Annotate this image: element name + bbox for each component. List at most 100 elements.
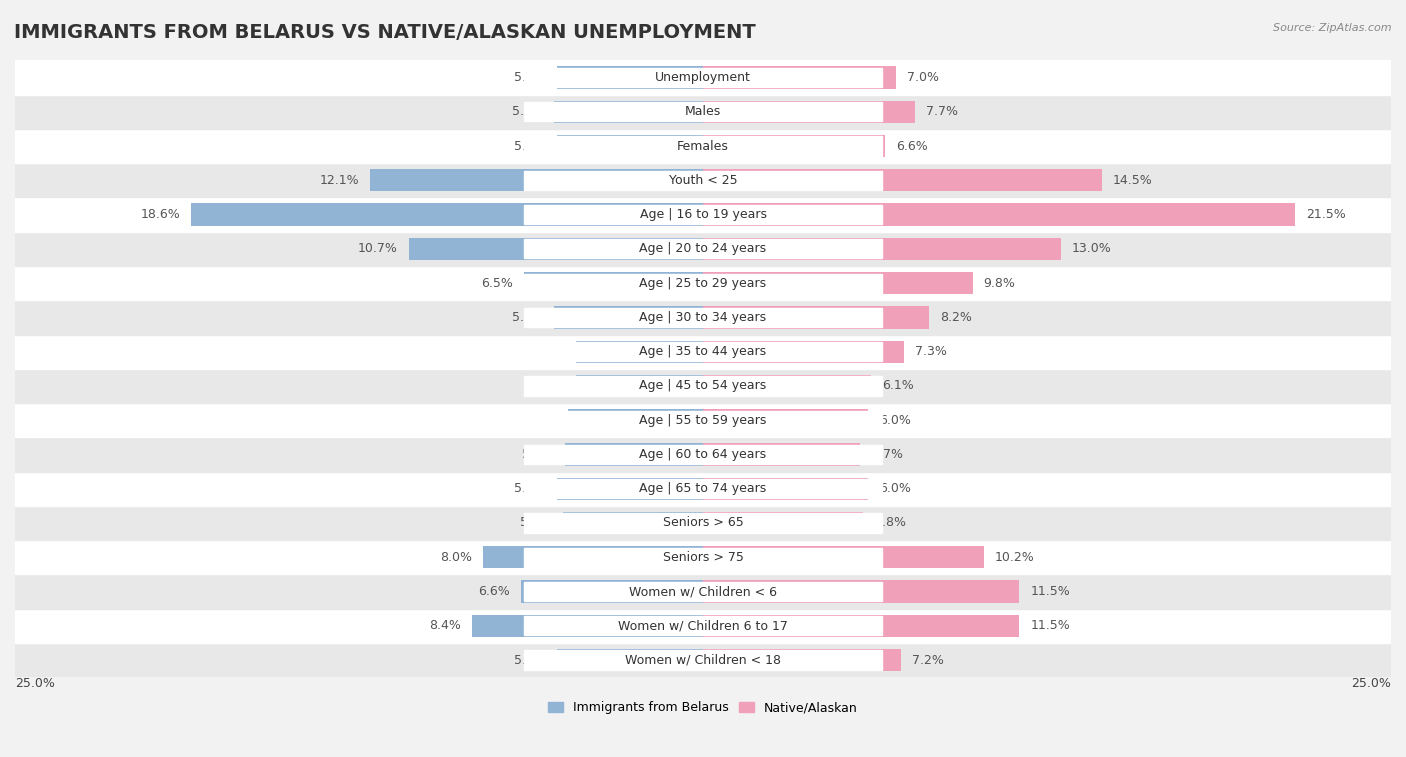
Bar	[191, 204, 703, 226]
Bar	[524, 445, 882, 464]
Text: 5.1%: 5.1%	[520, 516, 551, 529]
Text: 5.3%: 5.3%	[515, 139, 546, 153]
Text: 6.0%: 6.0%	[879, 413, 911, 427]
Text: 13.0%: 13.0%	[1071, 242, 1112, 255]
Bar	[524, 342, 882, 361]
Text: 5.3%: 5.3%	[515, 482, 546, 495]
Text: Age | 20 to 24 years: Age | 20 to 24 years	[640, 242, 766, 255]
Text: Age | 55 to 59 years: Age | 55 to 59 years	[640, 413, 766, 427]
Text: 11.5%: 11.5%	[1031, 585, 1070, 598]
Bar	[524, 272, 703, 294]
Text: Age | 25 to 29 years: Age | 25 to 29 years	[640, 276, 766, 290]
Text: IMMIGRANTS FROM BELARUS VS NATIVE/ALASKAN UNEMPLOYMENT: IMMIGRANTS FROM BELARUS VS NATIVE/ALASKA…	[14, 23, 756, 42]
Text: 6.5%: 6.5%	[481, 276, 513, 290]
Bar	[703, 341, 904, 363]
Bar	[568, 409, 703, 431]
Bar	[524, 239, 882, 258]
Bar	[522, 581, 703, 603]
Bar	[15, 61, 1391, 95]
Text: 14.5%: 14.5%	[1114, 174, 1153, 187]
Text: Women w/ Children 6 to 17: Women w/ Children 6 to 17	[619, 619, 787, 632]
Bar	[703, 478, 868, 500]
Text: 6.0%: 6.0%	[879, 482, 911, 495]
Text: 5.7%: 5.7%	[870, 448, 903, 461]
Bar	[409, 238, 703, 260]
Bar	[524, 410, 882, 430]
Bar	[15, 198, 1391, 232]
Bar	[524, 308, 882, 327]
Text: 8.0%: 8.0%	[440, 551, 472, 564]
Bar	[482, 546, 703, 569]
Text: 11.5%: 11.5%	[1031, 619, 1070, 632]
Text: 5.4%: 5.4%	[512, 311, 543, 324]
Bar	[524, 582, 882, 601]
Bar	[524, 513, 882, 533]
Bar	[15, 232, 1391, 266]
Text: 5.3%: 5.3%	[515, 71, 546, 84]
Text: Age | 35 to 44 years: Age | 35 to 44 years	[640, 345, 766, 358]
Bar	[524, 171, 882, 190]
Text: Age | 65 to 74 years: Age | 65 to 74 years	[640, 482, 766, 495]
Text: 6.6%: 6.6%	[896, 139, 928, 153]
Bar	[554, 101, 703, 123]
Bar	[15, 438, 1391, 472]
Bar	[472, 615, 703, 637]
Text: Women w/ Children < 6: Women w/ Children < 6	[628, 585, 778, 598]
Bar	[524, 479, 882, 498]
Text: Seniors > 65: Seniors > 65	[662, 516, 744, 529]
Bar	[524, 273, 882, 293]
Text: Age | 16 to 19 years: Age | 16 to 19 years	[640, 208, 766, 221]
Bar	[703, 101, 915, 123]
Text: 5.8%: 5.8%	[873, 516, 905, 529]
Text: 10.7%: 10.7%	[357, 242, 398, 255]
Text: 21.5%: 21.5%	[1306, 208, 1346, 221]
Bar	[524, 616, 882, 635]
Text: 25.0%: 25.0%	[15, 678, 55, 690]
Text: Seniors > 75: Seniors > 75	[662, 551, 744, 564]
Bar	[565, 444, 703, 466]
Bar	[703, 170, 1102, 192]
Bar	[562, 512, 703, 534]
Bar	[703, 512, 863, 534]
Bar	[557, 649, 703, 671]
Text: Source: ZipAtlas.com: Source: ZipAtlas.com	[1274, 23, 1392, 33]
Bar	[703, 67, 896, 89]
Text: 4.6%: 4.6%	[534, 379, 565, 392]
Bar	[15, 301, 1391, 335]
Text: 8.4%: 8.4%	[429, 619, 461, 632]
Bar	[703, 615, 1019, 637]
Text: Females: Females	[678, 139, 728, 153]
Bar	[576, 375, 703, 397]
Text: 7.7%: 7.7%	[927, 105, 957, 118]
Text: Males: Males	[685, 105, 721, 118]
Text: 7.0%: 7.0%	[907, 71, 939, 84]
Bar	[15, 369, 1391, 403]
Bar	[703, 238, 1060, 260]
Bar	[15, 506, 1391, 540]
Bar	[703, 649, 901, 671]
Text: 6.1%: 6.1%	[882, 379, 914, 392]
Bar	[15, 472, 1391, 506]
Bar	[524, 68, 882, 87]
Text: Youth < 25: Youth < 25	[669, 174, 737, 187]
Text: Unemployment: Unemployment	[655, 71, 751, 84]
Bar	[703, 272, 973, 294]
Bar	[524, 102, 882, 121]
Bar	[554, 307, 703, 329]
Bar	[15, 403, 1391, 438]
Text: Women w/ Children < 18: Women w/ Children < 18	[626, 653, 780, 666]
Text: Age | 60 to 64 years: Age | 60 to 64 years	[640, 448, 766, 461]
Bar	[703, 444, 860, 466]
Bar	[15, 609, 1391, 643]
Bar	[15, 129, 1391, 164]
Bar	[703, 204, 1295, 226]
Bar	[524, 205, 882, 224]
Text: 8.2%: 8.2%	[939, 311, 972, 324]
Text: Age | 45 to 54 years: Age | 45 to 54 years	[640, 379, 766, 392]
Bar	[576, 341, 703, 363]
Bar	[557, 67, 703, 89]
Bar	[524, 136, 882, 156]
Text: 5.4%: 5.4%	[512, 105, 543, 118]
Text: 5.0%: 5.0%	[523, 448, 554, 461]
Text: 25.0%: 25.0%	[1351, 678, 1391, 690]
